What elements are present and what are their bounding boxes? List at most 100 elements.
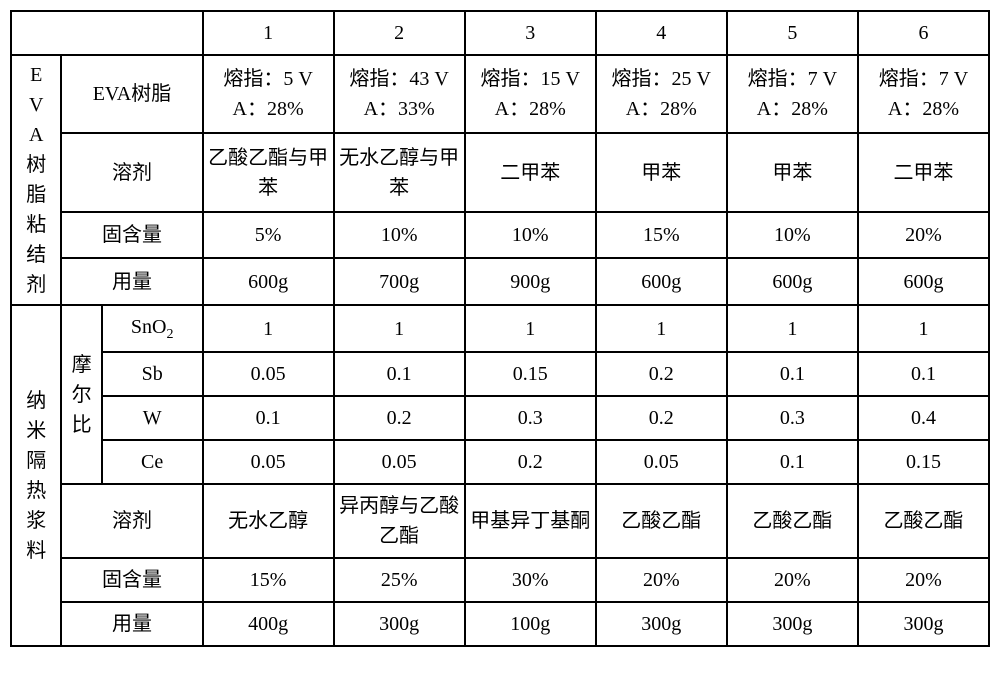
table-row: EVA树脂粘结剂 EVA树脂 熔指：5 VA：28% 熔指：43 VA：33% … bbox=[11, 55, 989, 133]
row-label: 固含量 bbox=[61, 558, 202, 602]
cell: 0.2 bbox=[334, 396, 465, 440]
col-4: 4 bbox=[596, 11, 727, 55]
cell: 1 bbox=[727, 305, 858, 352]
cell: 0.2 bbox=[465, 440, 596, 484]
cell: 600g bbox=[727, 258, 858, 305]
row-label: 溶剂 bbox=[61, 133, 202, 211]
cell: 0.3 bbox=[727, 396, 858, 440]
cell: 0.1 bbox=[727, 352, 858, 396]
cell: 15% bbox=[203, 558, 334, 602]
cell: 乙酸乙酯 bbox=[727, 484, 858, 558]
cell: 300g bbox=[858, 602, 989, 646]
row-label: Sb bbox=[102, 352, 203, 396]
cell: 0.1 bbox=[858, 352, 989, 396]
col-6: 6 bbox=[858, 11, 989, 55]
cell: 0.1 bbox=[334, 352, 465, 396]
cell: 600g bbox=[596, 258, 727, 305]
cell: 1 bbox=[465, 305, 596, 352]
cell: 0.2 bbox=[596, 352, 727, 396]
cell: 30% bbox=[465, 558, 596, 602]
molar-ratio-label: 摩尔比 bbox=[61, 305, 101, 484]
cell: 300g bbox=[727, 602, 858, 646]
col-2: 2 bbox=[334, 11, 465, 55]
table-header-row: 1 2 3 4 5 6 bbox=[11, 11, 989, 55]
section-a-title: EVA树脂粘结剂 bbox=[11, 55, 61, 305]
row-label: 溶剂 bbox=[61, 484, 202, 558]
row-label: 用量 bbox=[61, 258, 202, 305]
col-5: 5 bbox=[727, 11, 858, 55]
row-label: W bbox=[102, 396, 203, 440]
cell: 1 bbox=[858, 305, 989, 352]
cell: 熔指：7 VA：28% bbox=[858, 55, 989, 133]
cell: 甲基异丁基酮 bbox=[465, 484, 596, 558]
cell: 1 bbox=[334, 305, 465, 352]
table-row: 用量 400g 300g 100g 300g 300g 300g bbox=[11, 602, 989, 646]
cell: 熔指：15 VA：28% bbox=[465, 55, 596, 133]
cell: 0.1 bbox=[203, 396, 334, 440]
cell: 异丙醇与乙酸乙酯 bbox=[334, 484, 465, 558]
header-blank bbox=[11, 11, 203, 55]
row-label: 固含量 bbox=[61, 212, 202, 259]
cell: 700g bbox=[334, 258, 465, 305]
cell: 熔指：25 VA：28% bbox=[596, 55, 727, 133]
cell: 0.2 bbox=[596, 396, 727, 440]
cell: 无水乙醇 bbox=[203, 484, 334, 558]
cell: 0.05 bbox=[203, 440, 334, 484]
table-row: 溶剂 无水乙醇 异丙醇与乙酸乙酯 甲基异丁基酮 乙酸乙酯 乙酸乙酯 乙酸乙酯 bbox=[11, 484, 989, 558]
cell: 5% bbox=[203, 212, 334, 259]
cell: 15% bbox=[596, 212, 727, 259]
cell: 0.05 bbox=[596, 440, 727, 484]
cell: 乙酸乙酯与甲苯 bbox=[203, 133, 334, 211]
cell: 1 bbox=[596, 305, 727, 352]
row-label: Ce bbox=[102, 440, 203, 484]
cell: 20% bbox=[858, 212, 989, 259]
cell: 熔指：7 VA：28% bbox=[727, 55, 858, 133]
table-row: 溶剂 乙酸乙酯与甲苯 无水乙醇与甲苯 二甲苯 甲苯 甲苯 二甲苯 bbox=[11, 133, 989, 211]
table-row: 固含量 5% 10% 10% 15% 10% 20% bbox=[11, 212, 989, 259]
table-row: W 0.1 0.2 0.3 0.2 0.3 0.4 bbox=[11, 396, 989, 440]
cell: 10% bbox=[334, 212, 465, 259]
cell: 熔指：43 VA：33% bbox=[334, 55, 465, 133]
col-1: 1 bbox=[203, 11, 334, 55]
cell: 600g bbox=[203, 258, 334, 305]
cell: 0.05 bbox=[334, 440, 465, 484]
row-label: EVA树脂 bbox=[61, 55, 202, 133]
section-b-title: 纳米隔热浆料 bbox=[11, 305, 61, 646]
cell: 乙酸乙酯 bbox=[858, 484, 989, 558]
cell: 0.05 bbox=[203, 352, 334, 396]
table-row: 纳米隔热浆料 摩尔比 SnO2 1 1 1 1 1 1 bbox=[11, 305, 989, 352]
cell: 1 bbox=[203, 305, 334, 352]
data-table: 1 2 3 4 5 6 EVA树脂粘结剂 EVA树脂 熔指：5 VA：28% 熔… bbox=[10, 10, 990, 647]
cell: 0.3 bbox=[465, 396, 596, 440]
cell: 20% bbox=[596, 558, 727, 602]
cell: 甲苯 bbox=[596, 133, 727, 211]
cell: 300g bbox=[596, 602, 727, 646]
table-row: 用量 600g 700g 900g 600g 600g 600g bbox=[11, 258, 989, 305]
cell: 400g bbox=[203, 602, 334, 646]
cell: 10% bbox=[727, 212, 858, 259]
cell: 0.15 bbox=[465, 352, 596, 396]
cell: 900g bbox=[465, 258, 596, 305]
cell: 无水乙醇与甲苯 bbox=[334, 133, 465, 211]
cell: 600g bbox=[858, 258, 989, 305]
cell: 20% bbox=[727, 558, 858, 602]
cell: 0.1 bbox=[727, 440, 858, 484]
cell: 100g bbox=[465, 602, 596, 646]
cell: 甲苯 bbox=[727, 133, 858, 211]
row-label: 用量 bbox=[61, 602, 202, 646]
cell: 25% bbox=[334, 558, 465, 602]
table-row: 固含量 15% 25% 30% 20% 20% 20% bbox=[11, 558, 989, 602]
cell: 熔指：5 VA：28% bbox=[203, 55, 334, 133]
cell: 20% bbox=[858, 558, 989, 602]
table-row: Ce 0.05 0.05 0.2 0.05 0.1 0.15 bbox=[11, 440, 989, 484]
row-label: SnO2 bbox=[102, 305, 203, 352]
cell: 0.15 bbox=[858, 440, 989, 484]
cell: 二甲苯 bbox=[858, 133, 989, 211]
cell: 乙酸乙酯 bbox=[596, 484, 727, 558]
cell: 二甲苯 bbox=[465, 133, 596, 211]
cell: 300g bbox=[334, 602, 465, 646]
cell: 0.4 bbox=[858, 396, 989, 440]
table-row: Sb 0.05 0.1 0.15 0.2 0.1 0.1 bbox=[11, 352, 989, 396]
cell: 10% bbox=[465, 212, 596, 259]
col-3: 3 bbox=[465, 11, 596, 55]
